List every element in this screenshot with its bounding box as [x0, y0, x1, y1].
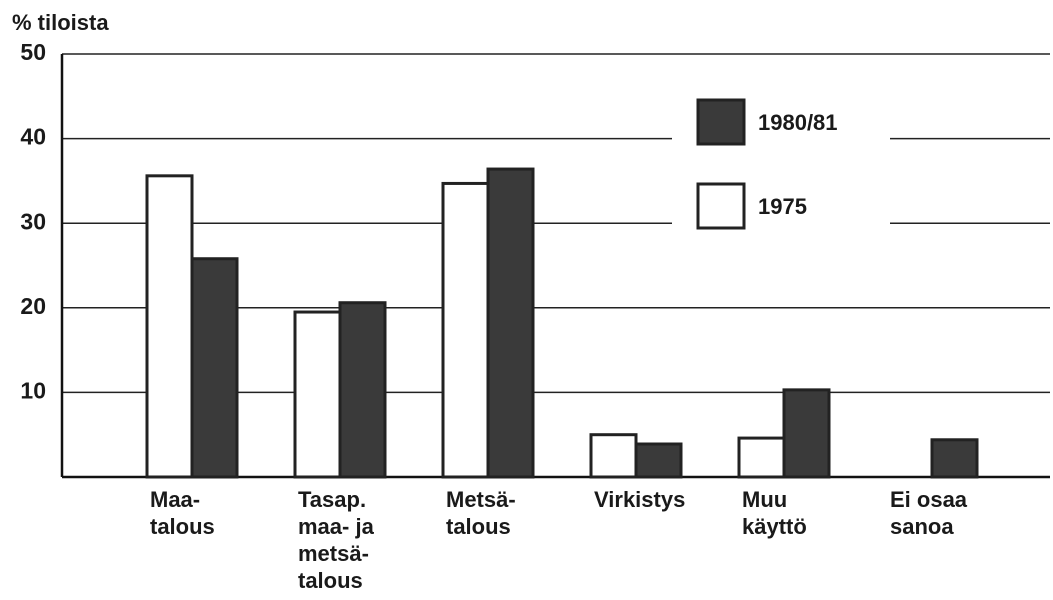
x-tick-label: Virkistys [594, 487, 686, 512]
bar [589, 433, 638, 479]
y-tick-label: 40 [20, 124, 46, 150]
bar [293, 310, 342, 479]
x-tick-label: Metsä- talous [446, 487, 516, 539]
legend-swatch [696, 182, 746, 230]
y-tick-label: 50 [20, 39, 46, 65]
bar [930, 438, 979, 479]
bar [190, 257, 239, 479]
y-tick-label: 20 [20, 293, 46, 319]
bar [634, 442, 683, 479]
bar [486, 167, 535, 479]
y-axis-label: % tiloista [12, 10, 109, 35]
bar [782, 388, 831, 479]
x-tick-label: Maa- talous [150, 487, 215, 539]
x-tick-label: Tasap. maa- ja metsä- talous [298, 487, 374, 593]
bar [338, 301, 387, 479]
legend-swatch [696, 98, 746, 146]
bar [737, 436, 786, 479]
legend-label: 1975 [758, 194, 807, 219]
x-tick-label: Muu käyttö [742, 487, 807, 539]
bar [145, 174, 194, 479]
y-tick-label: 10 [20, 377, 46, 403]
bar [441, 181, 490, 479]
x-tick-label: Ei osaa sanoa [890, 487, 968, 539]
legend: 1980/81 1975 [672, 90, 890, 240]
legend-label: 1980/81 [758, 110, 838, 135]
y-tick-label: 30 [20, 208, 46, 234]
